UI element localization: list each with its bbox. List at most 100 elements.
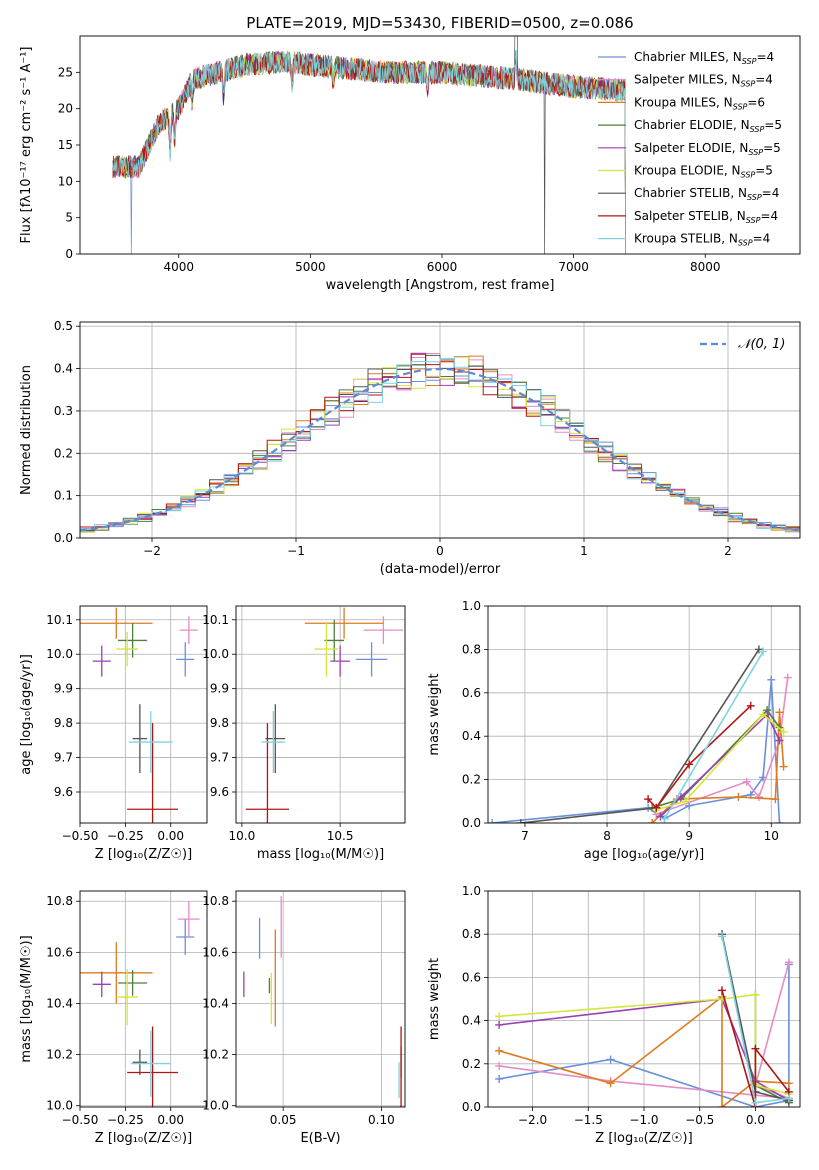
errorbar-point xyxy=(127,1026,178,1107)
plus-marker xyxy=(495,1012,504,1021)
y-axis-label: mass [log₁₀(M/M☉)] xyxy=(19,935,34,1062)
legend-entry: Salpeter STELIB, NSSP=4 xyxy=(634,209,778,225)
plot-area xyxy=(236,606,405,823)
histogram-step xyxy=(80,352,800,532)
grid xyxy=(80,891,207,1107)
plus-marker xyxy=(685,760,694,769)
x-axis-label: mass [log₁₀(M/M☉)] xyxy=(257,847,384,862)
grid xyxy=(236,891,405,1107)
errorbar-point xyxy=(118,970,148,996)
y-tick-label: 1.0 xyxy=(462,599,481,613)
x-tick-label: −0.25 xyxy=(107,829,144,843)
normal-curve xyxy=(80,367,800,532)
histogram-step xyxy=(80,353,800,530)
plus-marker xyxy=(495,1020,504,1029)
y-tick-label: 0.2 xyxy=(462,1057,481,1071)
errorbar-point xyxy=(245,723,290,823)
y-tick-label: 1.0 xyxy=(462,884,481,898)
weight-line xyxy=(651,712,785,823)
x-axis-label: (data-model)/error xyxy=(380,562,501,577)
errorbar-point xyxy=(176,642,195,677)
histogram-step xyxy=(80,357,800,531)
y-tick-label: 0.0 xyxy=(462,816,481,830)
plot-area xyxy=(236,891,405,1107)
plot-area xyxy=(80,606,207,823)
errorbar-point xyxy=(92,971,111,998)
y-tick-label: 0.3 xyxy=(54,404,73,418)
y-tick-label: 10.0 xyxy=(46,1099,73,1113)
panel-age-vs-mass: 10.0 10.5 9.6 9.7 9.8 9.9 10.0 10.1 mass [log₁₀(… xyxy=(202,605,406,862)
x-tick-label: 7 xyxy=(521,829,529,843)
weight-line xyxy=(656,677,789,816)
y-tick-label: 0.0 xyxy=(462,1100,481,1114)
y-tick-label: 0.6 xyxy=(462,970,481,984)
errorbar-point xyxy=(314,621,339,677)
panel-age-vs-Z: −0.50 −0.25 0.00 9.6 9.7 9.8 9.9 10.0 10.1 Z [log… xyxy=(19,605,208,862)
x-tick-label: 8000 xyxy=(690,260,721,274)
plus-marker xyxy=(784,1079,793,1088)
panel-spectrum: 4000 5000 6000 7000 8000 0 5 10 15 20 25 wavelength… xyxy=(19,14,801,293)
x-tick-label: −0.25 xyxy=(107,1113,144,1127)
y-tick-label: 0.8 xyxy=(462,642,481,656)
axes-frame xyxy=(79,605,208,824)
weight-line xyxy=(721,990,790,1107)
plus-marker xyxy=(488,819,497,823)
errorbar-point xyxy=(92,645,111,677)
plus-marker xyxy=(495,1046,504,1055)
y-axis-label: Flux [fλ10⁻¹⁷ erg cm⁻² s⁻¹ A⁻¹] xyxy=(19,47,34,244)
errorbar-point xyxy=(177,901,200,938)
x-axis-label: Z [log₁₀(Z/Z☉)] xyxy=(95,847,192,862)
errorbar-point xyxy=(179,616,198,644)
plus-marker xyxy=(495,1061,504,1070)
plus-marker xyxy=(759,647,768,656)
legend-entry: Chabrier MILES, NSSP=4 xyxy=(634,50,774,66)
y-tick-label: 10.4 xyxy=(46,996,73,1010)
weight-line xyxy=(492,679,781,823)
x-tick-label: −1.5 xyxy=(574,1113,603,1127)
y-axis-label: age [log₁₀(age/yr)] xyxy=(19,654,34,775)
y-tick-label: 10.2 xyxy=(46,1048,73,1062)
plus-marker xyxy=(660,814,669,823)
y-tick-label: 25 xyxy=(58,65,73,79)
weight-line xyxy=(498,995,789,1107)
weight-line xyxy=(647,705,752,810)
x-axis-label: wavelength [Angstrom, rest frame] xyxy=(326,278,555,293)
y-tick-label: 0.0 xyxy=(54,531,73,545)
plus-marker xyxy=(784,1094,793,1103)
y-tick-label: 9.6 xyxy=(54,785,73,799)
x-tick-label: −2 xyxy=(143,544,161,558)
spectrum-line xyxy=(112,49,629,254)
y-tick-label: 9.8 xyxy=(54,716,73,730)
spectrum-line xyxy=(112,36,629,254)
errorbar-point xyxy=(324,619,345,662)
legend-entry: Salpeter ELODIE, NSSP=5 xyxy=(634,141,781,157)
plus-marker xyxy=(751,1044,760,1053)
x-tick-label: 0.10 xyxy=(368,1113,395,1127)
plus-marker xyxy=(718,1103,726,1107)
errorbar-point xyxy=(176,919,195,955)
x-tick-label: −2.0 xyxy=(518,1113,547,1127)
panel-mass-vs-Z: −0.50 −0.25 0.00 10.0 10.2 10.4 10.6 10.8 Z [log… xyxy=(19,890,208,1146)
errorbar-point xyxy=(80,942,153,1004)
y-tick-label: 10.4 xyxy=(202,996,229,1010)
x-tick-label: 7000 xyxy=(558,260,589,274)
weight-line xyxy=(659,713,781,818)
plus-marker xyxy=(676,792,685,801)
y-tick-label: 20 xyxy=(58,102,73,116)
panel-mass-vs-ebv: 0.05 0.10 10.0 10.2 10.4 10.6 10.8 E(B-V) xyxy=(202,890,406,1146)
weight-line xyxy=(656,713,785,811)
plot-area xyxy=(488,606,800,823)
y-tick-label: 9.7 xyxy=(54,751,73,765)
plus-marker xyxy=(606,1079,615,1088)
plot-area xyxy=(112,36,629,254)
x-tick-label: 10.5 xyxy=(327,829,354,843)
y-tick-label: 9.9 xyxy=(54,682,73,696)
plus-marker xyxy=(751,990,760,999)
legend-entry: Chabrier STELIB, NSSP=4 xyxy=(634,186,779,202)
x-tick-label: 2 xyxy=(724,544,732,558)
x-tick-label: 4000 xyxy=(163,260,194,274)
plus-marker xyxy=(779,762,788,771)
plus-marker xyxy=(775,819,784,823)
legend-entry: Kroupa STELIB, NSSP=4 xyxy=(634,232,770,248)
